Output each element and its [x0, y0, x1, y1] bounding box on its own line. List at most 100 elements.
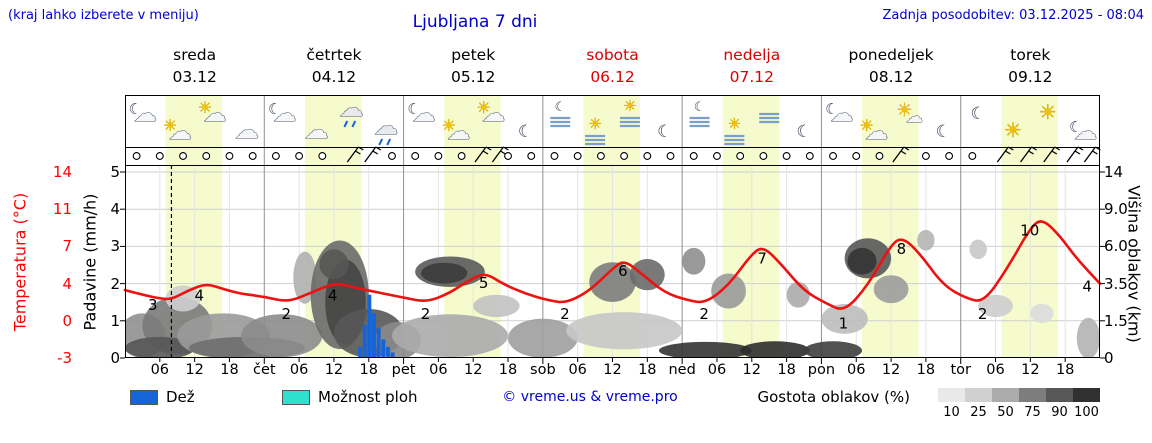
wind-barb-icon	[1066, 146, 1079, 163]
cloud-blob	[293, 251, 317, 304]
calm-wind-icon	[527, 152, 536, 160]
x-axis-tick: čet	[252, 362, 276, 378]
rain-legend-label: Dež	[166, 388, 195, 406]
wind-barb-icon	[485, 146, 492, 151]
cloud-scale-number: 90	[1051, 405, 1068, 420]
moon-icon: ☾	[825, 100, 838, 118]
cloud-blob	[125, 336, 195, 358]
wind-barb-icon	[903, 146, 910, 151]
cloud-icon: ☁	[830, 101, 853, 127]
temperature-value-label: 2	[560, 305, 570, 323]
temperature-value-label: 2	[421, 305, 431, 323]
cloud-axis-tick: 1.5	[1104, 311, 1128, 330]
cloud-scale-number: 100	[1074, 405, 1099, 420]
copyright-link[interactable]: © vreme.us & vreme.pro	[502, 389, 678, 405]
calm-wind-icon	[388, 152, 396, 160]
wind-barb-icon	[1051, 150, 1058, 155]
sun-icon: ☀	[1039, 100, 1057, 124]
sun-icon: ☀	[442, 116, 456, 135]
day-date: 05.12	[451, 68, 496, 86]
cloud-scale-number: 10	[943, 405, 960, 420]
cloud-blob	[241, 314, 323, 358]
moon-icon: ☾	[796, 122, 811, 142]
temperature-value-label: 8	[897, 240, 907, 258]
cloud-icon: ☁	[305, 116, 329, 144]
cloud-scale-cell	[1046, 388, 1073, 402]
x-axis-tick: 18	[916, 362, 936, 378]
wind-barb-icon	[346, 146, 359, 163]
wind-barb-icon	[1095, 146, 1101, 151]
day-date: 03.12	[172, 68, 217, 86]
cloud-blob	[711, 273, 746, 309]
moon-icon: ☾	[554, 100, 566, 115]
wind-barb-icon	[892, 146, 905, 163]
day-name: nedelja	[723, 46, 781, 64]
cloud-axis-tick: 9.0	[1104, 200, 1128, 219]
cloud-cover-layer	[125, 229, 1100, 358]
calm-wind-icon	[968, 152, 977, 160]
x-axis-tick: tor	[950, 362, 971, 378]
precip-axis-tick: 3	[110, 237, 120, 256]
x-axis-tick: 12	[742, 362, 761, 378]
cloud-icon: ☁	[235, 116, 259, 144]
calm-wind-icon	[689, 152, 698, 160]
cloud-blob	[319, 249, 349, 280]
day-name: sreda	[173, 46, 217, 64]
cloud-blob	[873, 275, 909, 304]
wind-barb-icon	[1077, 146, 1084, 151]
cloud-icon: ☁	[273, 101, 296, 127]
day-name: petek	[451, 46, 496, 64]
calm-wind-icon	[620, 152, 629, 160]
cloud-scale-number: 75	[1024, 405, 1041, 420]
x-axis-tick: 06	[150, 362, 170, 378]
cloud-icon: ☁	[865, 119, 888, 145]
x-axis-tick: 18	[638, 362, 657, 378]
cloud-axis-tick: 14	[1104, 163, 1124, 181]
menu-hint[interactable]: (kraj lahko izberete v meniju)	[8, 8, 199, 23]
wind-barb-icon	[1043, 146, 1056, 163]
x-axis-tick: 18	[220, 362, 239, 378]
x-axis-tick: 06	[986, 362, 1005, 378]
temperature-value-label: 4	[1082, 278, 1092, 296]
cloud-icon: ☁	[169, 119, 192, 145]
moon-icon: ☾	[268, 100, 281, 118]
wind-barb-icon	[900, 150, 907, 155]
x-axis-tick: 06	[429, 362, 448, 378]
rain-drop-icon	[343, 120, 349, 128]
x-axis-tick: 12	[185, 362, 204, 378]
precip-axis-tick: 4	[110, 200, 120, 219]
calm-wind-icon	[713, 152, 721, 160]
x-axis-tick: 06	[707, 362, 727, 378]
cloud-blob	[325, 259, 366, 345]
wind-barb-icon	[1083, 146, 1096, 163]
rain-bar	[358, 346, 363, 358]
temperature-axis-label: Temperatura (°C)	[10, 192, 30, 332]
x-axis-tick: 12	[881, 362, 901, 378]
sun-icon: ☀	[896, 100, 912, 121]
precip-axis-tick: 2	[110, 274, 120, 293]
cloud-scale-cell	[992, 388, 1019, 402]
rain-bar	[381, 339, 386, 358]
cloud-blob	[786, 281, 810, 308]
x-axis-tick: 06	[289, 362, 309, 378]
wind-barb-icon	[1092, 150, 1098, 155]
moon-icon: ☾	[936, 122, 951, 142]
calm-wind-icon	[759, 152, 768, 160]
temperature-value-label: 2	[978, 305, 988, 323]
moon-icon: ☾	[129, 100, 142, 118]
last-update: Zadnja posodobitev: 03.12.2025 - 08:04	[882, 8, 1144, 23]
cloud-scale-cell	[1019, 388, 1046, 402]
wind-barb-icon	[491, 146, 504, 163]
calm-wind-icon	[411, 152, 420, 160]
cloud-blob	[473, 294, 520, 318]
cloud-icon: ☁	[412, 101, 435, 127]
calm-wind-icon	[295, 152, 304, 160]
temp-axis-tick: 7	[62, 237, 72, 256]
cloud-blob	[165, 285, 201, 312]
moon-icon: ☾	[407, 100, 420, 118]
cloud-blob	[125, 313, 166, 358]
temperature-line	[123, 220, 1102, 310]
precip-axis-tick: 0	[110, 349, 120, 367]
x-axis-tick: 12	[463, 362, 483, 378]
